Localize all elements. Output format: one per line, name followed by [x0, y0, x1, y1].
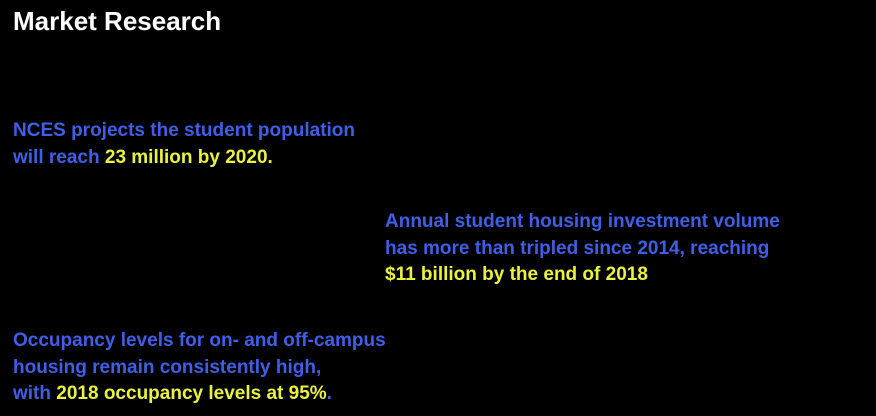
text-line: has more than tripled since 2014, reachi…: [385, 236, 780, 263]
text-line: Annual student housing investment volume: [385, 209, 780, 236]
stat-block: NCES projects the student population will…: [13, 118, 355, 171]
text-line: will reach 23 million by 2020.: [13, 145, 355, 172]
highlight-text: 2018 occupancy levels at 95%: [56, 383, 327, 404]
body-text: with: [13, 383, 57, 404]
body-text: NCES projects the student population: [13, 120, 356, 141]
text-line: housing remain consistently high,: [13, 355, 386, 382]
stat-block: Occupancy levels for on- and off-campus h…: [13, 328, 386, 408]
text-line: NCES projects the student population: [13, 118, 355, 145]
body-text: has more than tripled since 2014, reachi…: [385, 237, 770, 259]
text-line: with 2018 occupancy levels at 95%.: [13, 381, 386, 408]
stat-block: Annual student housing investment volume…: [385, 209, 780, 289]
body-text: Annual student housing investment volume: [385, 211, 780, 232]
body-text: .: [326, 383, 332, 404]
text-line: $11 billion by the end of 2018: [385, 262, 780, 289]
body-text: housing remain consistently high,: [13, 356, 322, 378]
highlight-text: $11 billion by the end of 2018: [385, 264, 648, 285]
title: Market Research: [13, 6, 222, 36]
body-text: Occupancy levels for on- and off-campus: [13, 330, 386, 351]
text-line: Occupancy levels for on- and off-campus: [13, 328, 386, 355]
highlight-text: 23 million by 2020.: [104, 146, 273, 168]
body-text: will reach: [13, 146, 105, 168]
